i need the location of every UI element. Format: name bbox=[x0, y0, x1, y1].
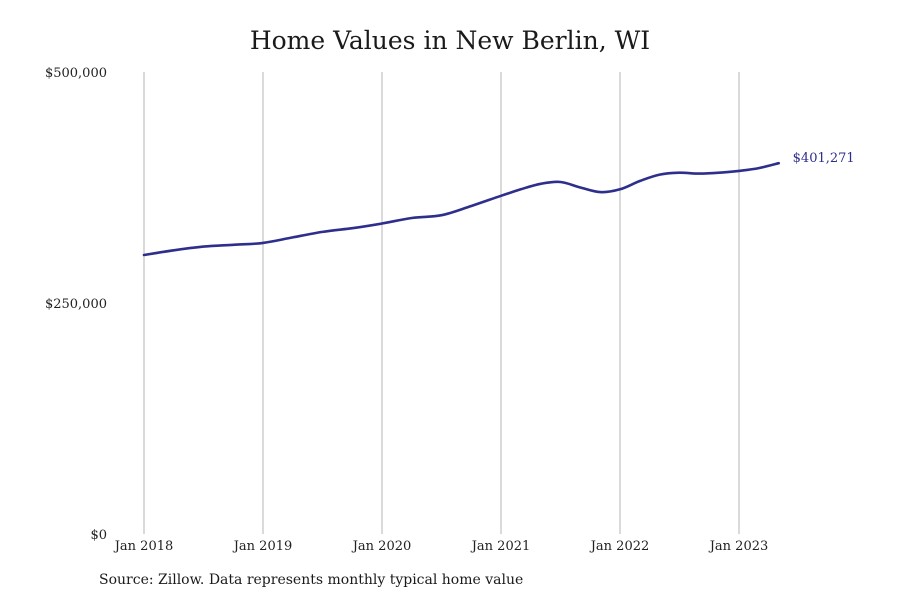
series-line bbox=[142, 161, 780, 257]
x-tick-label: Jan 2023 bbox=[708, 539, 769, 554]
series-layer: $401,271 bbox=[142, 151, 855, 257]
x-tick-label: Jan 2018 bbox=[113, 539, 174, 554]
x-tick-label: Jan 2020 bbox=[351, 539, 412, 554]
x-tick-label: Jan 2022 bbox=[589, 539, 650, 554]
y-tick-label: $0 bbox=[90, 528, 107, 543]
source-note: Source: Zillow. Data represents monthly … bbox=[99, 572, 524, 588]
y-tick-label: $500,000 bbox=[45, 66, 107, 81]
y-tick-label: $250,000 bbox=[45, 297, 107, 312]
end-value-label: $401,271 bbox=[793, 151, 855, 166]
grid-layer bbox=[143, 72, 740, 534]
x-tick-label: Jan 2021 bbox=[470, 539, 531, 554]
y-axis: $0 $250,000 $500,000 bbox=[45, 66, 107, 543]
chart-title: Home Values in New Berlin, WI bbox=[249, 26, 651, 55]
x-axis: Jan 2018 Jan 2019 Jan 2020 Jan 2021 Jan 2022… bbox=[113, 539, 769, 554]
x-tick-label: Jan 2019 bbox=[232, 539, 293, 554]
